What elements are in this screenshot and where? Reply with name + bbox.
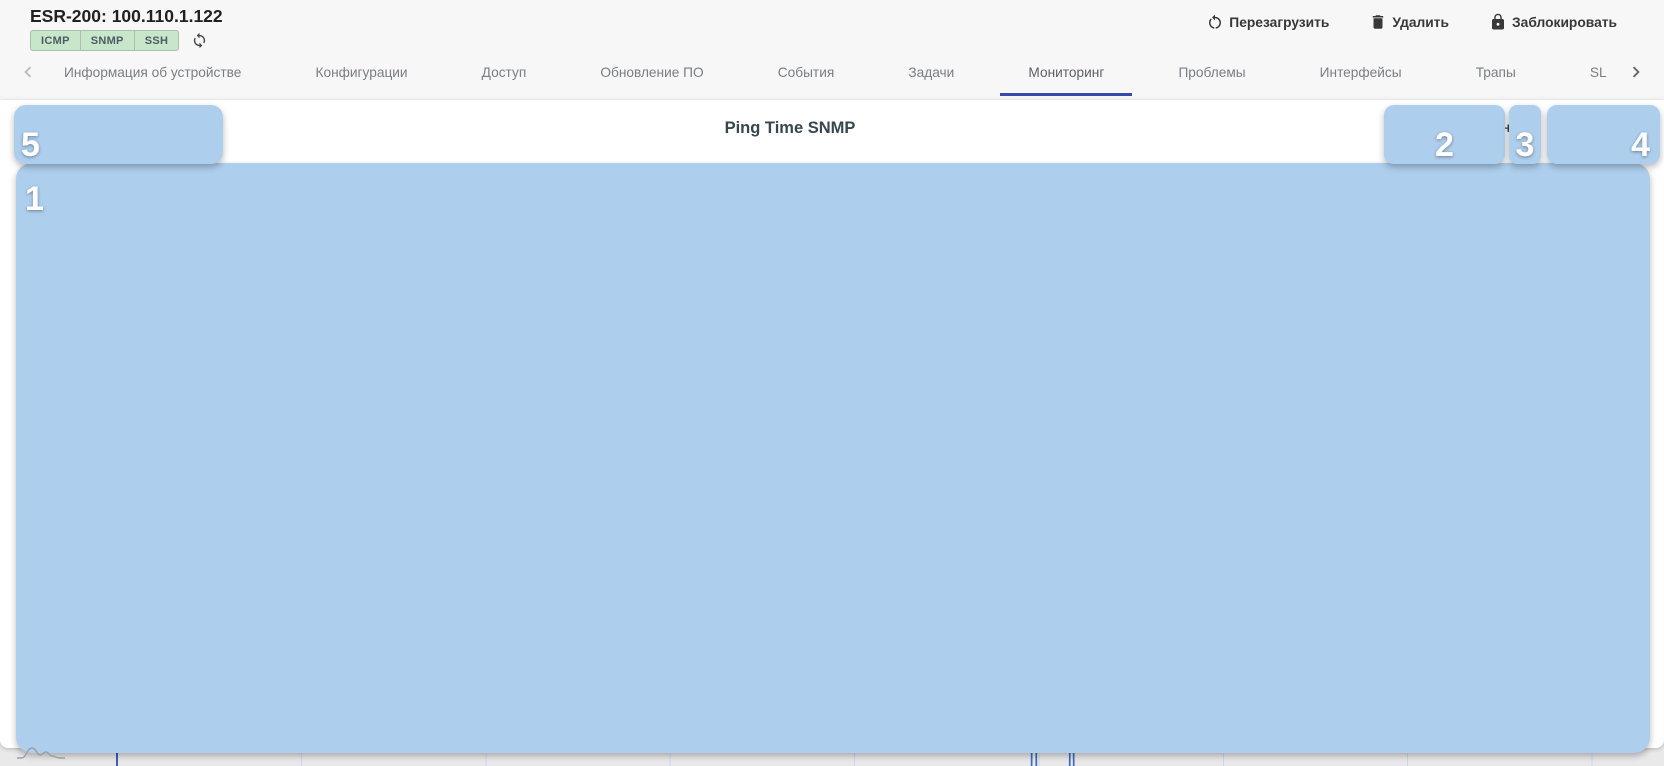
current-day-label: Текущий день <box>1422 118 1520 135</box>
device-actions: Перезагрузить Удалить Заблокировать <box>1206 13 1617 31</box>
y-axis-label: 400 MILLIS <box>37 580 106 595</box>
reload-label: Перезагрузить <box>1229 14 1330 30</box>
y-axis-label: 900 MILLIS <box>37 335 106 350</box>
navigator-tick-label: 12:00 <box>838 308 872 323</box>
tab-bar-items: Информация об устройстве Конфигурации Дост… <box>54 48 1608 96</box>
y-axis-label: 600 MILLIS <box>37 482 106 497</box>
badge-icmp: ICMP <box>30 30 81 51</box>
tab-bar: Информация об устройстве Конфигурации Дост… <box>0 48 1664 96</box>
chart-toolbar: Вернуться к таблице Ping Time SNMP Текущ… <box>0 100 1664 160</box>
sync-icon <box>1518 116 1534 138</box>
clock-icon <box>1397 118 1414 135</box>
tab-access[interactable]: Доступ <box>481 64 527 80</box>
navigator-strip[interactable]: 03:00 06:00 09:00 12:00 15:00 18:00 21:00 <box>116 268 1593 326</box>
restart-icon <box>1209 14 1222 29</box>
current-day-button[interactable]: Текущий день <box>1396 117 1519 136</box>
navigator-tick-label: 09:00 <box>653 308 687 323</box>
y-axis-label: 800 MILLIS <box>37 384 106 399</box>
device-header: ESR-200: 100.110.1.122 ICMP SNMP SSH Перез… <box>0 0 1664 100</box>
tab-events[interactable]: События <box>777 64 835 80</box>
delete-label: Удалить <box>1392 14 1450 30</box>
chart-more-button[interactable] <box>1611 291 1645 318</box>
badge-snmp: SNMP <box>80 30 135 51</box>
navigator-tick-label: 15:00 <box>1022 308 1056 323</box>
y-axis-label: 700 MILLIS <box>37 433 106 448</box>
navigator-tick-label: 18:00 <box>1206 308 1240 323</box>
gridlines <box>110 341 1593 766</box>
tab-device-info[interactable]: Информация об устройстве <box>64 64 242 80</box>
show-series-eye-icon[interactable] <box>1612 344 1639 371</box>
sync-status-icon[interactable] <box>191 32 208 49</box>
delete-device-button[interactable]: Удалить <box>1369 13 1449 31</box>
tab-traps[interactable]: Трапы <box>1475 64 1516 80</box>
y-axis-label: 200 MILLIS <box>37 678 106 693</box>
monitoring-card: Вернуться к таблице Ping Time SNMP Текущ… <box>0 100 1664 766</box>
nav-handle-right[interactable] <box>1577 290 1607 320</box>
tabs-scroll-right-icon[interactable] <box>1614 48 1658 96</box>
refresh-chart-button[interactable] <box>1514 115 1538 139</box>
tabs-scroll-left-icon[interactable] <box>6 48 50 96</box>
navigator-tick-label: 03:00 <box>284 308 318 323</box>
ellipsis-icon <box>1620 303 1624 306</box>
y-axis-label: 100 MILLIS <box>37 727 106 742</box>
navigator-tick-label: 21:00 <box>1391 308 1425 323</box>
ellipsis-icon <box>1626 303 1630 306</box>
protocol-badges: ICMP SNMP SSH <box>30 30 180 51</box>
caret-down-icon <box>1631 126 1637 129</box>
interval-select[interactable]: 1m <box>1552 114 1642 142</box>
tab-sl[interactable]: SL <box>1589 64 1607 80</box>
lock-icon <box>1492 13 1505 30</box>
interval-value: 1m <box>1552 119 1573 136</box>
protocol-badge-row: ICMP SNMP SSH <box>30 30 208 51</box>
hide-series-eye-off-icon[interactable] <box>1612 383 1639 410</box>
wave-icon <box>17 747 65 759</box>
nav-handle-left[interactable] <box>102 290 132 320</box>
tab-problems[interactable]: Проблемы <box>1178 64 1246 80</box>
tab-tasks[interactable]: Задачи <box>908 64 955 80</box>
lock-label: Заблокировать <box>1512 14 1617 30</box>
trash-icon <box>1373 15 1384 29</box>
ellipsis-icon <box>1632 303 1636 306</box>
navigator-tick-label: 06:00 <box>469 308 503 323</box>
device-title: ESR-200: 100.110.1.122 <box>30 6 223 26</box>
tab-configurations[interactable]: Конфигурации <box>315 64 408 80</box>
reload-device-button[interactable]: Перезагрузить <box>1206 13 1329 31</box>
badge-ssh: SSH <box>134 30 180 51</box>
tab-interfaces[interactable]: Интерфейсы <box>1319 64 1402 80</box>
page-title: Ping Time SNMP <box>724 119 856 137</box>
lock-device-button[interactable]: Заблокировать <box>1489 13 1617 31</box>
tab-monitoring[interactable]: Мониторинг <box>1000 48 1133 96</box>
tab-firmware-update[interactable]: Обновление ПО <box>600 64 704 80</box>
y-axis-label: 300 MILLIS <box>37 629 106 644</box>
y-axis-label: 500 MILLIS <box>37 531 106 546</box>
